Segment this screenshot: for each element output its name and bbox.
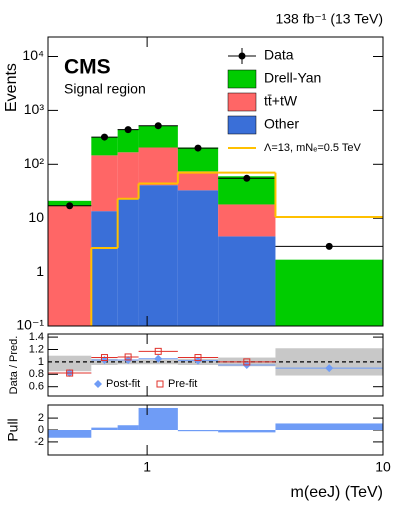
stack-bar bbox=[177, 190, 219, 326]
y-tick-label: 10² bbox=[24, 155, 45, 171]
stack-bar bbox=[218, 204, 276, 237]
legend-label: tt̄+tW bbox=[264, 93, 298, 109]
stack-bar bbox=[138, 125, 178, 148]
lumi-label: 138 fb⁻¹ (13 TeV) bbox=[275, 11, 383, 27]
stack-bar bbox=[48, 205, 92, 326]
pre-fit-point bbox=[124, 353, 132, 361]
data-point bbox=[243, 174, 251, 182]
legend-marker bbox=[238, 52, 246, 60]
stack-bar bbox=[177, 147, 219, 172]
y-tick-label: 0 bbox=[38, 424, 44, 436]
legend-label: Post-fit bbox=[106, 378, 140, 390]
pre-fit-point bbox=[194, 354, 202, 362]
pull-bar bbox=[177, 430, 219, 432]
y-tick-label: 0.6 bbox=[29, 381, 44, 393]
post-fit-point bbox=[154, 354, 163, 363]
stack-bar bbox=[177, 171, 219, 191]
pull-bar bbox=[138, 407, 178, 430]
y-tick-label: 10⁴ bbox=[22, 47, 44, 63]
pull-bar bbox=[117, 425, 139, 430]
legend-swatch bbox=[227, 92, 257, 112]
x-tick-label: 1 bbox=[143, 459, 151, 475]
data-point bbox=[100, 133, 108, 141]
stack-bar bbox=[138, 185, 178, 326]
stack-bar bbox=[275, 259, 383, 326]
pre-fit-point bbox=[100, 354, 108, 362]
post-fit-point bbox=[325, 364, 334, 373]
x-tick-label: 10 bbox=[375, 459, 391, 475]
y-tick-label: 10⁻¹ bbox=[16, 317, 44, 333]
pull-bar bbox=[275, 423, 383, 430]
panel-frame bbox=[47, 404, 384, 456]
y-tick-label: 1.4 bbox=[29, 331, 44, 343]
pull-bar bbox=[91, 427, 118, 430]
y-tick-label: 10³ bbox=[24, 101, 45, 117]
y-tick-label: 1 bbox=[36, 263, 44, 279]
legend-swatch bbox=[227, 69, 257, 89]
experiment-label: CMS bbox=[64, 56, 111, 79]
data-point bbox=[154, 122, 162, 130]
pre-fit-point bbox=[243, 358, 251, 366]
region-label: Signal region bbox=[64, 81, 146, 97]
x-axis-label: m(eeJ) (TeV) bbox=[291, 484, 383, 501]
legend-label: Λ=13, mNₑ=0.5 TeV bbox=[264, 142, 362, 154]
y-axis-label: Events bbox=[3, 63, 20, 112]
y-tick-label: 2 bbox=[38, 412, 44, 424]
legend-label: Other bbox=[264, 116, 299, 132]
uncertainty-band bbox=[48, 355, 92, 372]
stack-bar bbox=[117, 129, 139, 153]
stack-bar bbox=[117, 152, 139, 199]
legend-label: Drell-Yan bbox=[264, 70, 321, 86]
pull-bar bbox=[48, 430, 92, 438]
legend-marker bbox=[156, 380, 164, 388]
data-point bbox=[66, 202, 74, 210]
pre-fit-point bbox=[154, 347, 162, 355]
stack-bar bbox=[117, 198, 139, 326]
pull-bar bbox=[218, 430, 276, 433]
legend-label: Pre-fit bbox=[168, 378, 197, 390]
stack-bar bbox=[91, 137, 118, 156]
data-point bbox=[124, 126, 132, 134]
data-point bbox=[325, 242, 333, 250]
ratio-y-label: Data / Pred. bbox=[8, 336, 20, 395]
stack-bar bbox=[91, 155, 118, 212]
panel-frame bbox=[47, 36, 384, 327]
stack-bar bbox=[218, 236, 276, 326]
y-tick-label: 10 bbox=[28, 209, 44, 225]
y-tick-label: 1.2 bbox=[29, 343, 44, 355]
pre-fit-point bbox=[66, 369, 74, 377]
panel-frame bbox=[47, 333, 384, 397]
pull-y-label: Pull bbox=[5, 418, 21, 441]
y-tick-label: -2 bbox=[34, 436, 44, 448]
legend-swatch bbox=[227, 115, 257, 135]
stack-bar bbox=[91, 211, 118, 326]
stack-bar bbox=[138, 147, 178, 186]
legend-label: Data bbox=[264, 47, 294, 63]
y-tick-label: 0.8 bbox=[29, 368, 44, 380]
data-point bbox=[194, 144, 202, 152]
y-tick-label: 1 bbox=[38, 356, 44, 368]
legend-marker bbox=[94, 380, 102, 388]
